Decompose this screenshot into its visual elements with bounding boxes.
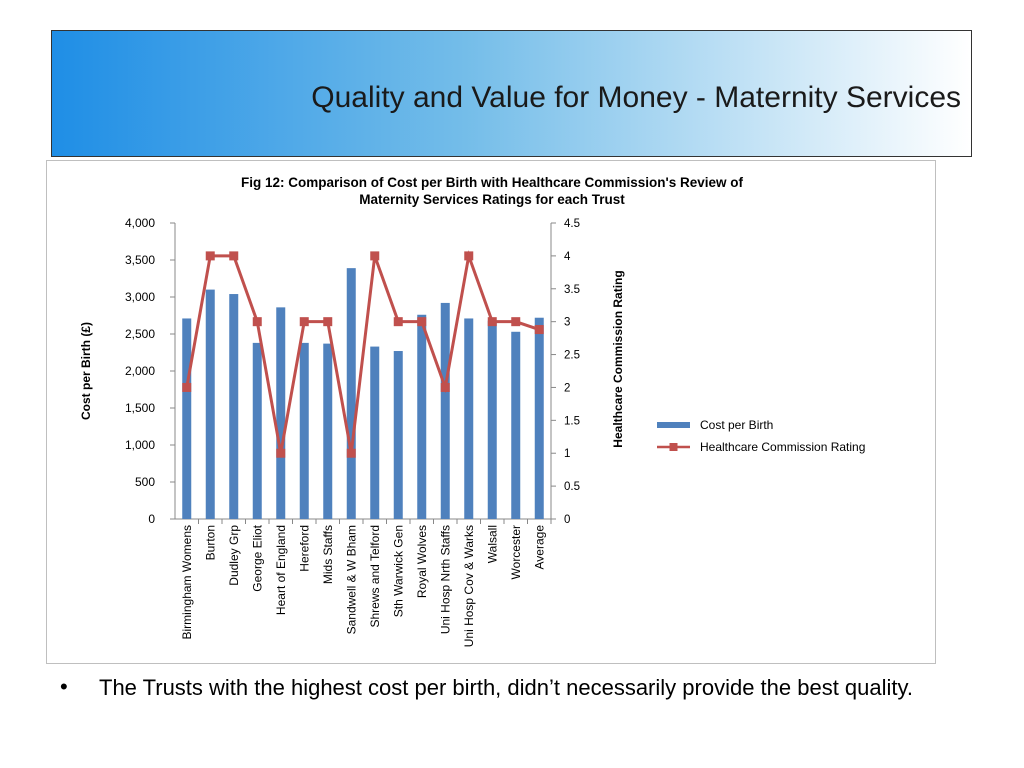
slide-title: Quality and Value for Money - Maternity … — [311, 81, 961, 114]
y2-tick-label: 0.5 — [564, 481, 580, 493]
bullet-marker: • — [60, 674, 68, 699]
bar — [276, 307, 286, 519]
y-axis-title: Cost per Birth (£) — [79, 322, 93, 420]
x-tick-label: Worcester — [509, 525, 523, 579]
bar — [370, 346, 380, 519]
y-tick-label: 4,000 — [125, 216, 155, 230]
rating-marker — [205, 251, 215, 261]
bar — [299, 342, 309, 519]
x-tick-label: Royal Wolves — [415, 525, 429, 598]
x-tick-label: Dudley Grp — [227, 525, 241, 586]
legend-bar-swatch — [657, 422, 690, 428]
bar — [182, 318, 192, 519]
bar — [534, 317, 544, 519]
y-tick-label: 500 — [135, 475, 155, 489]
rating-marker — [487, 317, 497, 327]
rating-marker — [393, 317, 403, 327]
legend-bar-label: Cost per Birth — [700, 418, 773, 432]
rating-marker — [276, 448, 286, 458]
chart-svg: Fig 12: Comparison of Cost per Birth wit… — [79, 175, 865, 647]
rating-marker — [323, 317, 333, 327]
x-tick-label: Sth Warwick Gen — [391, 525, 405, 617]
bar — [464, 318, 474, 519]
legend-line-marker — [669, 443, 678, 451]
y2-tick-label: 1 — [564, 448, 570, 460]
title-band: Quality and Value for Money - Maternity … — [51, 30, 972, 157]
rating-marker — [534, 325, 544, 335]
y2-tick-label: 0 — [564, 514, 570, 526]
y-tick-label: 0 — [148, 512, 155, 526]
x-tick-label: Hereford — [297, 525, 311, 572]
bar — [440, 302, 450, 519]
chart-title-line: Maternity Services Ratings for each Trus… — [359, 192, 625, 207]
rating-marker — [182, 382, 192, 392]
x-tick-label: Walsall — [485, 525, 499, 563]
rating-marker — [440, 382, 450, 392]
y2-tick-label: 3.5 — [564, 284, 580, 296]
y-tick-label: 3,000 — [125, 290, 155, 304]
bar — [346, 268, 356, 519]
y-tick-label: 2,000 — [125, 364, 155, 378]
x-tick-label: Sandwell & W Bham — [344, 525, 358, 634]
rating-marker — [252, 317, 262, 327]
bar — [393, 351, 403, 519]
y2-tick-label: 3 — [564, 317, 570, 329]
x-tick-label: Uni Hosp Cov & Warks — [462, 525, 476, 647]
y2-tick-label: 4.5 — [564, 218, 580, 230]
x-tick-label: Mids Staffs — [321, 525, 335, 584]
rating-marker — [511, 317, 521, 327]
x-tick-label: Heart of England — [274, 525, 288, 615]
x-tick-label: Shrews and Telford — [368, 525, 382, 628]
bar — [487, 320, 497, 519]
rating-marker — [229, 251, 239, 261]
chart-title-line: Fig 12: Comparison of Cost per Birth wit… — [241, 175, 744, 190]
rating-marker — [299, 317, 309, 327]
bar — [205, 289, 215, 519]
x-tick-label: George Eliot — [250, 524, 264, 591]
bar — [511, 331, 521, 519]
bar — [417, 314, 427, 519]
rating-marker — [346, 448, 356, 458]
legend-line-label: Healthcare Commission Rating — [700, 440, 865, 454]
x-tick-label: Birmingham Womens — [180, 525, 194, 639]
chart-container: Fig 12: Comparison of Cost per Birth wit… — [46, 160, 936, 664]
bullet-text: The Trusts with the highest cost per bir… — [99, 675, 913, 700]
y-tick-label: 2,500 — [125, 327, 155, 341]
bar — [229, 294, 239, 519]
y2-tick-label: 2 — [564, 382, 570, 394]
rating-marker — [370, 251, 380, 261]
rating-marker — [464, 251, 474, 261]
x-tick-label: Average — [532, 525, 546, 570]
rating-line — [185, 250, 540, 454]
y-tick-label: 3,500 — [125, 253, 155, 267]
y-tick-label: 1,500 — [125, 401, 155, 415]
y2-axis-title: Healthcare Commission Rating — [611, 270, 625, 447]
y2-tick-label: 4 — [564, 251, 571, 263]
bar — [252, 342, 262, 519]
y-tick-label: 1,000 — [125, 438, 155, 452]
x-tick-label: Burton — [203, 525, 217, 560]
x-tick-label: Uni Hosp Nrth Staffs — [438, 525, 452, 634]
y2-tick-label: 1.5 — [564, 415, 580, 427]
y2-tick-label: 2.5 — [564, 350, 580, 362]
bar — [323, 343, 333, 519]
rating-marker — [417, 317, 427, 327]
